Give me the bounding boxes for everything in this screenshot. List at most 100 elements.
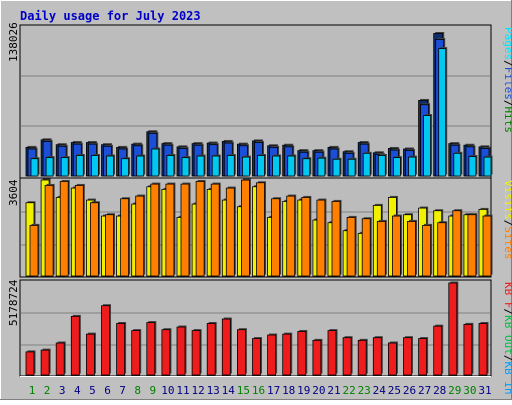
sites-bar-11 [180,182,191,277]
kbf-bar-7 [116,321,127,376]
kbf-bar-30 [463,322,474,376]
sites-bar-1-body [29,224,39,277]
pages-bar-26 [408,155,417,177]
sites-bar-4 [74,183,85,277]
sites-bar-14 [225,186,236,277]
sites-bar-26 [407,219,417,277]
pages-bar-16-body [257,155,265,177]
top-legend-part: / [502,60,512,67]
top-legend: Pages/Files/Hits [502,27,512,133]
sites-bar-9-body [150,183,160,277]
top-legend-part: Hits [502,107,512,134]
pages-bar-11 [181,156,191,177]
pages-bar-7-body [121,158,129,177]
x-tick-label-13: 13 [207,384,220,397]
sites-bar-8 [135,194,146,277]
kbf-bar-30-body [463,323,473,376]
pages-bar-12-body [196,155,205,177]
x-tick-label-22: 22 [342,384,355,397]
sites-bar-21 [331,199,342,277]
middle-legend-part: / [502,220,512,227]
kbf-bar-28-body [433,325,443,376]
kbf-bar-18-body [282,333,292,376]
x-tick-label-11: 11 [176,384,189,397]
pages-bar-1-body [30,158,39,177]
kbf-bar-27-body [418,338,428,376]
sites-bar-27-body [422,224,432,277]
x-tick-labels: 1 2 3 4 5 6 7 8 9 10 11 12 13 14 15 16 17 18 19 20 21 22 23 24 2… [29,384,492,397]
kbf-bar-17 [267,333,278,376]
sites-bar-2-body [44,185,54,277]
sites-bar-28 [437,221,448,277]
sites-bar-26-body [407,220,416,277]
x-tick-label-4: 4 [74,384,81,397]
x-tick-label-29: 29 [448,384,461,397]
x-tick-label-18: 18 [282,384,295,397]
kbf-bar-13 [206,321,217,376]
kbf-bar-25-body [387,342,397,376]
sites-bar-30-body [467,214,477,277]
kbf-bar-15 [236,328,247,376]
pages-bar-25 [392,156,402,177]
pages-bar-1 [30,157,40,177]
pages-bar-27-body [423,115,432,177]
bottom-axis-max-label: 5178724 [7,279,20,326]
pages-bar-30 [468,155,478,177]
sites-bar-31 [482,214,493,277]
pages-bar-16 [257,153,266,177]
kbf-bar-23-body [357,339,367,376]
sites-bar-28-body [437,222,447,277]
kbf-bar-6-body [101,305,110,376]
pages-bar-18 [287,154,297,177]
kbf-bar-29 [448,281,459,376]
pages-bar-24-body [377,155,386,177]
sites-bar-6-body [105,214,114,277]
kbf-bar-5-body [86,333,95,376]
sites-bar-2 [44,183,55,277]
x-tick-label-10: 10 [161,384,174,397]
kbf-bar-11-body [176,326,186,376]
sites-bar-5-body [90,202,99,277]
x-tick-label-6: 6 [104,384,111,397]
pages-bar-21-body [332,158,341,177]
sites-bar-25-body [391,215,401,277]
sites-bar-21-body [331,201,341,277]
pages-bar-13 [211,154,221,177]
pages-bar-9 [151,147,161,177]
kbf-bar-9-body [146,322,156,376]
sites-bar-7-body [120,198,129,277]
sites-bar-12-body [195,181,205,277]
x-tick-label-8: 8 [134,384,141,397]
sites-bar-31-body [482,215,492,277]
sites-bar-1 [29,223,40,277]
kbf-bar-13-body [206,323,216,376]
middle-axis-max-label: 3604 [7,179,20,206]
sites-bar-30 [467,213,478,277]
kbf-bar-8-body [131,330,141,376]
pages-bar-6 [106,154,115,177]
x-tick-label-12: 12 [191,384,204,397]
x-tick-label-5: 5 [89,384,96,397]
sites-bar-14-body [225,187,235,277]
kbf-bar-21 [327,329,338,376]
x-tick-label-9: 9 [149,384,156,397]
pages-bar-31 [483,155,493,177]
sites-bar-18 [286,194,297,277]
pages-bar-14 [226,153,236,177]
kbf-bar-19 [297,329,308,376]
pages-bar-19-body [302,158,311,177]
sites-bar-12 [195,179,206,277]
x-tick-label-17: 17 [267,384,280,397]
pages-bar-4 [75,153,85,177]
sites-bar-5 [90,201,100,277]
sites-bar-29-body [452,210,462,277]
sites-bar-9 [150,182,161,277]
kbf-bar-16 [252,337,262,376]
kbf-bar-12-body [191,330,201,376]
pages-bar-27 [423,114,433,177]
pages-bar-23 [362,151,372,177]
x-tick-label-1: 1 [29,384,36,397]
sites-bar-3 [59,179,70,277]
sites-bar-4-body [74,185,84,277]
